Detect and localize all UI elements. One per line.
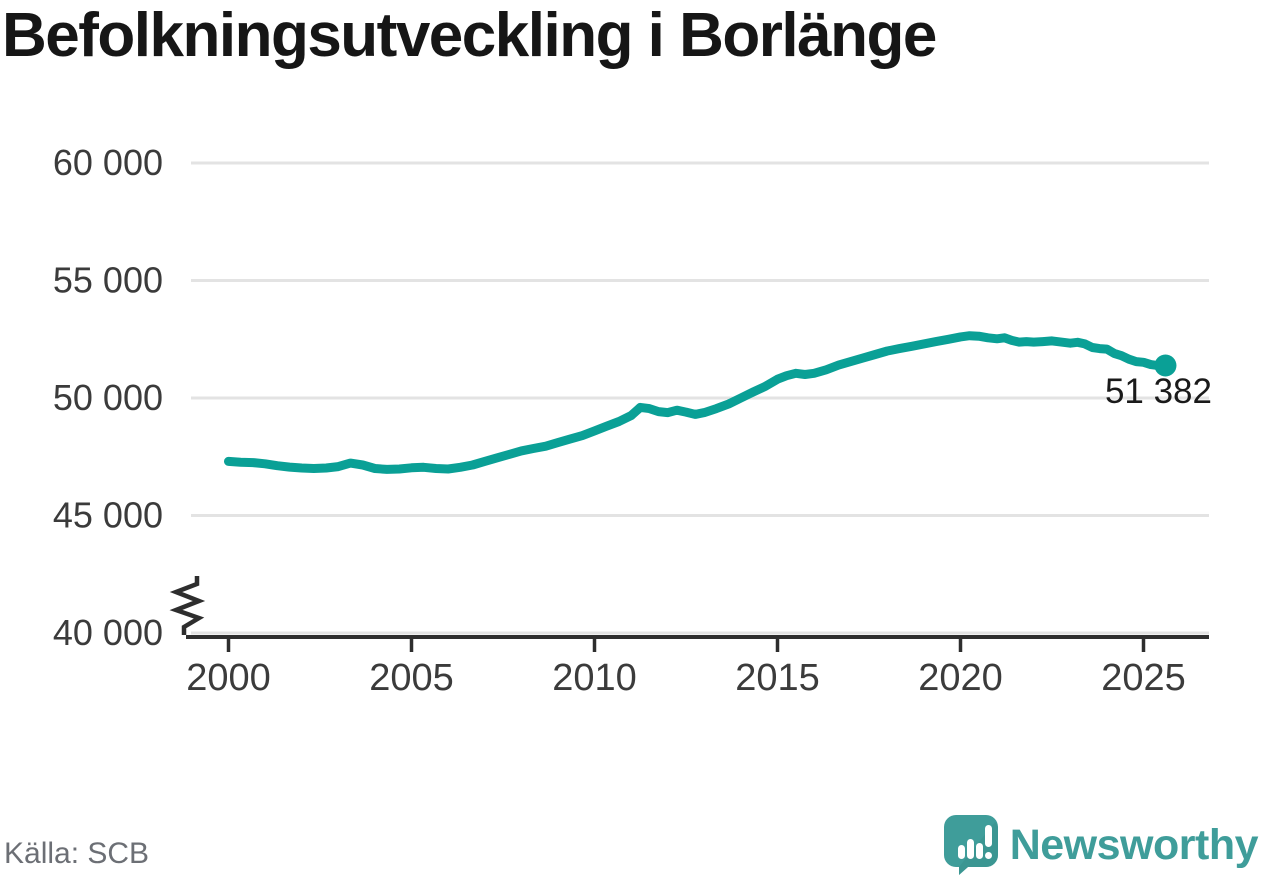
x-axis-tick-label: 2020 xyxy=(918,657,1003,699)
y-axis-tick-label: 45 000 xyxy=(53,495,163,536)
y-axis-tick-label: 60 000 xyxy=(53,142,163,183)
source-attribution: Källa: SCB xyxy=(4,837,150,870)
x-axis-tick-label: 2015 xyxy=(735,657,820,699)
y-axis-tick-label: 50 000 xyxy=(53,377,163,418)
chart-title: Befolkningsutveckling i Borlänge xyxy=(2,1,937,70)
y-axis-tick-label: 55 000 xyxy=(53,260,163,301)
y-axis-break-icon xyxy=(169,576,206,635)
brand-name: Newsworthy xyxy=(1009,820,1259,869)
logo-bar-medium xyxy=(975,843,983,859)
logo-bar-tall xyxy=(966,839,974,859)
x-axis-tick-label: 2005 xyxy=(369,657,454,699)
population-line xyxy=(224,331,1170,474)
series-end-dot xyxy=(1154,354,1177,377)
logo-exclamation-bar xyxy=(984,825,992,847)
newsworthy-speech-bubble-chart-icon xyxy=(943,815,998,875)
logo-bar-small xyxy=(957,845,965,859)
y-axis-tick-label: 40 000 xyxy=(53,612,163,653)
x-axis-tick-label: 2025 xyxy=(1101,657,1186,699)
series-end-value-label: 51 382 xyxy=(1104,372,1212,411)
x-axis-tick-label: 2010 xyxy=(552,657,637,699)
logo-exclamation-dot xyxy=(984,852,992,859)
x-axis-tick-label: 2000 xyxy=(186,657,271,699)
newsworthy-logo: Newsworthy xyxy=(943,815,1259,875)
